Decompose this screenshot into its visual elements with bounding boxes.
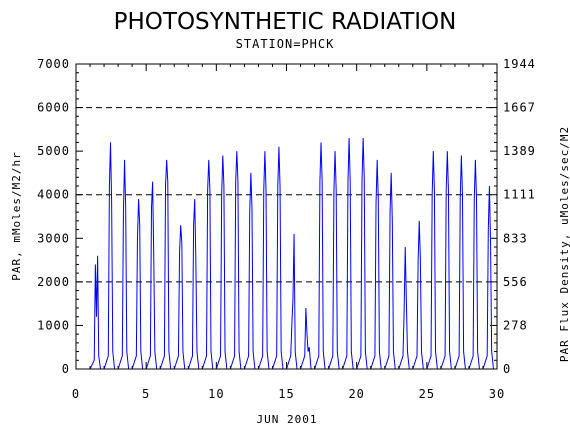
x-tick-label: 15 [278, 387, 294, 401]
y-tick-label-right: 278 [503, 318, 528, 332]
x-tick-label: 20 [348, 387, 364, 401]
y-tick-label-right: 556 [503, 275, 528, 289]
chart-subtitle: STATION=PHCK [236, 37, 335, 51]
y-tick-label-left: 7000 [37, 57, 70, 71]
y-tick-label-left: 2000 [37, 275, 70, 289]
grid-lines [76, 107, 497, 283]
y-tick-label-left: 6000 [37, 101, 70, 115]
x-tick-label: 30 [489, 387, 505, 401]
y-tick-label-right: 1667 [503, 101, 536, 115]
y-tick-label-left: 0 [62, 362, 70, 376]
y-tick-label-right: 833 [503, 231, 528, 245]
y-tick-label-left: 3000 [37, 231, 70, 245]
chart-title: PHOTOSYNTHETIC RADIATION [114, 9, 457, 35]
series-line-par [89, 138, 494, 370]
axis-tick-labels: 0 1000 2000 3000 4000 5000 6000 7000 0 278 556 833 1… [37, 57, 536, 401]
y-tick-label-left: 1000 [37, 318, 70, 332]
y-axis-label-left: PAR, mMoles/M2/hr [10, 151, 23, 281]
y-tick-label-left: 5000 [37, 144, 70, 158]
x-tick-label: 5 [142, 387, 150, 401]
y-tick-label-right: 1111 [503, 188, 536, 202]
x-tick-label: 25 [419, 387, 435, 401]
y-tick-label-left: 4000 [37, 188, 70, 202]
y-axis-label-right: PAR Flux Density, uMoles/sec/M2 [558, 126, 570, 362]
plot-frame [75, 63, 498, 370]
x-tick-label: 0 [72, 387, 80, 401]
y-tick-label-right: 1389 [503, 144, 536, 158]
y-tick-label-right: 1944 [503, 57, 536, 71]
x-axis-label: JUN 2001 [257, 413, 318, 426]
x-tick-label: 10 [208, 387, 224, 401]
y-tick-label-right: 0 [503, 362, 511, 376]
